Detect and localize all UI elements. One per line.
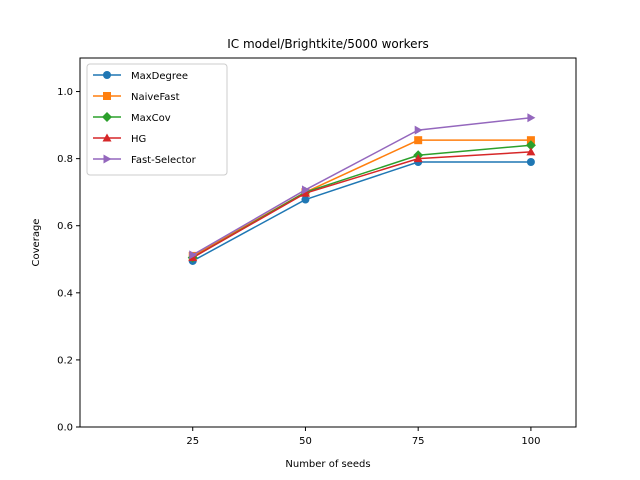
- plot-area: [187, 113, 536, 265]
- legend-label: HG: [131, 134, 146, 145]
- legend-marker: [103, 92, 111, 100]
- data-point: [301, 195, 310, 204]
- axes-frame: [79, 57, 577, 428]
- data-point: [526, 157, 535, 166]
- legend-label: NaiveFast: [131, 92, 180, 103]
- data-point: [527, 113, 536, 123]
- legend-label: MaxCov: [131, 113, 171, 124]
- data-point: [413, 154, 423, 163]
- data-point: [526, 136, 535, 145]
- data-point: [189, 250, 198, 260]
- legend-marker: [102, 112, 112, 122]
- y-tick-label: 0.8: [57, 154, 73, 165]
- data-point: [525, 140, 536, 151]
- legend-label: Fast-Selector: [131, 155, 197, 166]
- y-tick-label: 0.4: [57, 288, 73, 299]
- x-tick-label: 100: [521, 436, 540, 447]
- y-tick-label: 1.0: [57, 87, 73, 98]
- data-point: [414, 136, 423, 145]
- legend-marker: [102, 133, 112, 142]
- data-point: [301, 185, 310, 195]
- data-point: [526, 147, 536, 156]
- legend-label: MaxDegree: [131, 71, 188, 82]
- x-tick-label: 75: [412, 436, 425, 447]
- legend: MaxDegree NaiveFast MaxCov HG Fast-Selector: [86, 63, 228, 176]
- y-tick-label: 0.2: [57, 355, 73, 366]
- x-tick-label: 25: [186, 436, 199, 447]
- y-tick-label: 0.6: [57, 221, 73, 232]
- series-line: [192, 161, 531, 262]
- legend-marker: [103, 154, 112, 164]
- data-point: [300, 188, 310, 197]
- x-tick-label: 50: [299, 436, 312, 447]
- series-line: [192, 151, 531, 259]
- series-line: [192, 116, 531, 256]
- chart-title: IC model/Brightkite/5000 workers: [227, 37, 429, 51]
- x-axis-label: Number of seeds: [285, 459, 370, 470]
- legend-box: [86, 63, 228, 176]
- legend-marker: [103, 71, 111, 79]
- y-axis-label: Coverage: [31, 219, 42, 267]
- y-tick-label: 0.0: [57, 423, 73, 434]
- data-point: [414, 125, 423, 135]
